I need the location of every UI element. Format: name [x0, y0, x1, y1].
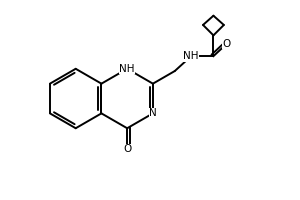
Text: N: N [149, 108, 157, 118]
Text: NH: NH [183, 51, 199, 61]
Text: NH: NH [119, 64, 135, 74]
Text: O: O [223, 39, 231, 49]
Text: O: O [123, 144, 131, 154]
